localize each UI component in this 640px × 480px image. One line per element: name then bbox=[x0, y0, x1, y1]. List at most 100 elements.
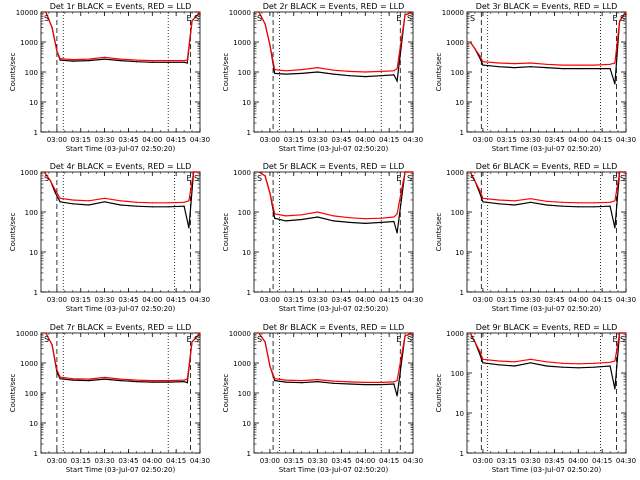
series-line-events bbox=[469, 11, 627, 85]
x-tick-label: 03:00 bbox=[473, 136, 493, 144]
x-tick-label: 04:00 bbox=[568, 296, 588, 304]
series-point-lld bbox=[469, 171, 471, 173]
x-tick-label: 03:45 bbox=[118, 457, 138, 465]
y-tick-label: 100 bbox=[25, 69, 38, 77]
series-point-lld bbox=[396, 379, 398, 382]
series-point-lld bbox=[593, 64, 595, 66]
y-axis-label: Counts/sec bbox=[222, 53, 230, 92]
y-tick-label: 100 bbox=[451, 69, 464, 77]
series-point-lld bbox=[59, 376, 61, 378]
x-axis-label: Start Time (03-Jul-07 02:50:20) bbox=[279, 145, 389, 153]
series-point-events bbox=[577, 206, 579, 208]
x-tick-label: 03:00 bbox=[473, 296, 493, 304]
corner-mark: E bbox=[612, 14, 617, 23]
series-point-events bbox=[59, 201, 61, 203]
x-tick-label: 04:15 bbox=[592, 136, 612, 144]
y-tick-label: 10 bbox=[455, 410, 464, 418]
series-line-events bbox=[45, 332, 201, 384]
y-tick-label: 100 bbox=[238, 390, 251, 398]
series-point-events bbox=[609, 365, 611, 367]
series-point-lld bbox=[301, 69, 303, 71]
x-tick-label: 04:00 bbox=[142, 457, 162, 465]
x-tick-label: 03:15 bbox=[497, 296, 517, 304]
series-point-lld bbox=[619, 332, 621, 334]
x-tick-label: 04:00 bbox=[355, 136, 375, 144]
chart-title: Det 8r BLACK = Events, RED = LLD bbox=[263, 323, 405, 332]
y-axis-label: Counts/sec bbox=[9, 53, 17, 92]
series-point-lld bbox=[396, 67, 398, 70]
y-tick-label: 1 bbox=[460, 450, 464, 458]
chart-panel-1: Det 1r BLACK = Events, RED = LLD 1 10 100 10… bbox=[9, 2, 210, 153]
series-point-events bbox=[317, 380, 319, 383]
x-tick-label: 03:45 bbox=[544, 296, 564, 304]
series-point-events bbox=[482, 201, 484, 203]
y-tick-label: 100 bbox=[238, 69, 251, 77]
x-tick-label: 03:45 bbox=[118, 136, 138, 144]
y-axis-label: Counts/sec bbox=[435, 374, 443, 413]
y-tick-label: 1 bbox=[34, 450, 38, 458]
series-point-lld bbox=[396, 213, 398, 215]
series-point-lld bbox=[199, 332, 201, 334]
series-point-events bbox=[593, 206, 595, 208]
x-tick-label: 03:00 bbox=[260, 296, 280, 304]
x-tick-label: 03:15 bbox=[284, 296, 304, 304]
series-point-lld bbox=[614, 200, 616, 202]
y-tick-label: 10 bbox=[455, 99, 464, 107]
series-line-events bbox=[45, 11, 201, 64]
series-point-events bbox=[348, 75, 350, 77]
x-tick-label: 04:00 bbox=[142, 136, 162, 144]
x-tick-label: 03:15 bbox=[497, 457, 517, 465]
corner-mark: S bbox=[257, 174, 262, 183]
series-point-lld bbox=[188, 200, 190, 202]
series-point-events bbox=[167, 381, 169, 383]
series-line-events bbox=[258, 332, 414, 397]
series-point-lld bbox=[274, 213, 276, 215]
series-point-events bbox=[188, 227, 190, 229]
x-tick-label: 03:45 bbox=[118, 296, 138, 304]
series-point-lld bbox=[364, 218, 366, 220]
series-point-lld bbox=[514, 200, 516, 202]
series-point-lld bbox=[45, 11, 47, 13]
x-tick-label: 04:30 bbox=[616, 296, 636, 304]
series-point-events bbox=[301, 218, 303, 221]
corner-mark: S bbox=[620, 14, 625, 23]
y-tick-label: 10000 bbox=[229, 9, 251, 17]
series-point-events bbox=[274, 379, 276, 382]
series-point-events bbox=[332, 220, 335, 222]
series-point-lld bbox=[498, 360, 500, 362]
x-tick-label: 04:00 bbox=[142, 296, 162, 304]
series-point-events bbox=[348, 383, 350, 385]
chart-title: Det 4r BLACK = Events, RED = LLD bbox=[50, 162, 192, 171]
series-point-events bbox=[364, 222, 366, 224]
y-tick-label: 1 bbox=[34, 129, 38, 137]
series-point-lld bbox=[119, 200, 122, 202]
series-point-lld bbox=[167, 379, 169, 382]
series-point-lld bbox=[498, 199, 500, 201]
y-tick-label: 1 bbox=[34, 289, 38, 297]
series-point-lld bbox=[332, 380, 335, 382]
series-point-lld bbox=[593, 362, 595, 364]
series-point-events bbox=[561, 205, 564, 207]
x-tick-label: 03:30 bbox=[521, 457, 541, 465]
y-tick-label: 100 bbox=[451, 370, 464, 378]
series-point-events bbox=[530, 66, 532, 68]
series-point-events bbox=[72, 203, 74, 205]
x-tick-label: 03:45 bbox=[544, 457, 564, 465]
series-point-events bbox=[609, 67, 611, 70]
y-tick-label: 1 bbox=[247, 129, 251, 137]
corner-mark: S bbox=[407, 335, 412, 344]
y-tick-label: 100 bbox=[238, 209, 251, 217]
y-tick-label: 10 bbox=[242, 420, 251, 428]
series-point-events bbox=[498, 66, 500, 68]
plot-frame bbox=[253, 171, 414, 293]
chart-title: Det 3r BLACK = Events, RED = LLD bbox=[476, 2, 618, 11]
series-line-lld bbox=[45, 332, 201, 382]
series-point-events bbox=[186, 382, 188, 384]
x-tick-label: 03:45 bbox=[331, 296, 351, 304]
y-axis-label: Counts/sec bbox=[435, 213, 443, 252]
series-point-events bbox=[514, 67, 516, 69]
series-point-events bbox=[614, 83, 616, 85]
series-point-lld bbox=[51, 344, 53, 346]
series-line-lld bbox=[469, 11, 627, 66]
x-tick-label: 04:15 bbox=[166, 136, 186, 144]
